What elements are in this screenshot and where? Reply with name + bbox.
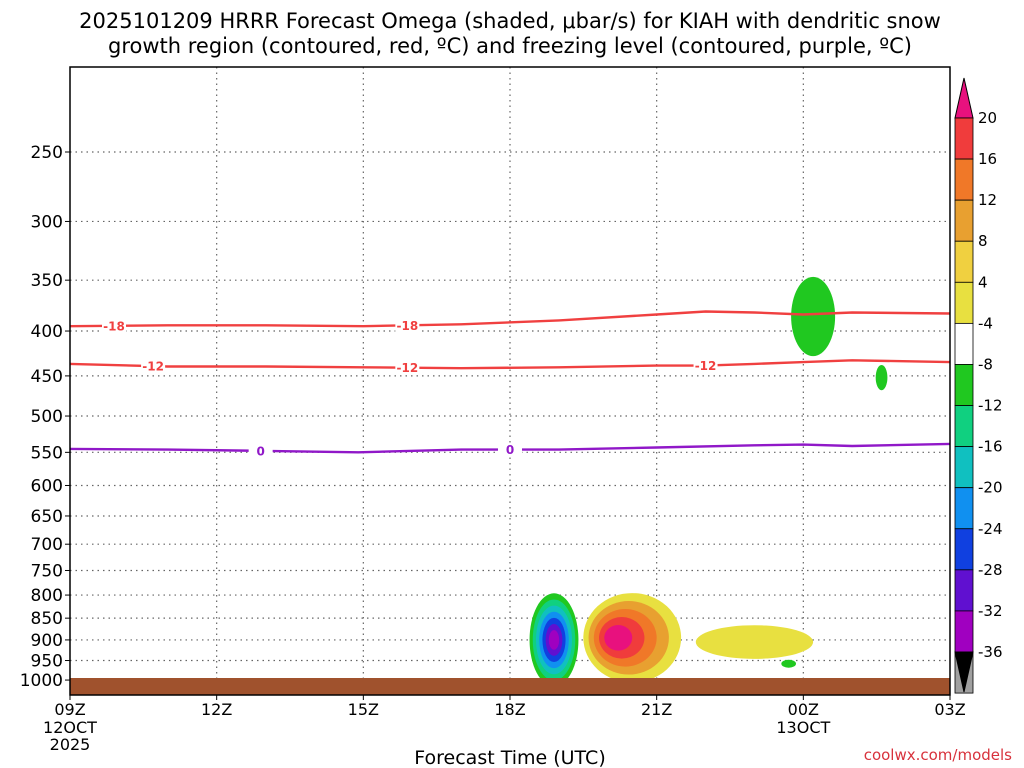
colorbar: 20 16 12 8 4 -4 -8 -12 -16 -20 -24 -28 -32 -36	[954, 77, 1003, 694]
y-tick-label: 800	[31, 586, 63, 606]
contour-lines: -18 -18 -12 -12 -12 0 0	[69, 310, 951, 458]
colorbar-swatch	[954, 487, 974, 530]
x-tick-label: 18Z	[494, 700, 525, 719]
y-tick-label: 1000	[20, 671, 63, 691]
colorbar-label: -16	[978, 438, 1003, 456]
chart-title-line-1: 2025101209 HRRR Forecast Omega (shaded, …	[79, 9, 941, 33]
colorbar-label: -24	[978, 520, 1003, 538]
credit-text: coolwx.com/models	[864, 746, 1012, 764]
y-tick-label: 750	[31, 561, 63, 581]
colorbar-label: -12	[978, 397, 1003, 415]
dgz-12-label-bg	[141, 359, 166, 374]
colorbar-swatch	[954, 240, 974, 283]
dgz-18-label: -18	[103, 319, 125, 333]
y-tick-label: 650	[31, 507, 63, 527]
colorbar-swatch	[954, 281, 974, 324]
sinking-core-20z-band	[604, 625, 633, 651]
y-tick-label: 400	[31, 322, 63, 342]
y-tick-label: 700	[31, 535, 63, 555]
colorbar-swatch	[954, 610, 974, 653]
y-tick-label: 350	[31, 271, 63, 291]
freezing-0-label-bg	[498, 442, 522, 457]
y-tick-label: 500	[31, 407, 63, 427]
colorbar-label: -32	[978, 602, 1003, 620]
y-tick-label: 550	[31, 443, 63, 463]
y-tick-label: 950	[31, 652, 63, 672]
colorbar-swatch	[954, 117, 974, 160]
colorbar-label: 20	[978, 109, 997, 127]
colorbar-label: -36	[978, 643, 1003, 661]
colorbar-swatch	[954, 528, 974, 571]
colorbar-swatch	[954, 364, 974, 406]
colorbar-swatch	[954, 446, 974, 489]
y-tick-label: 850	[31, 609, 63, 629]
dgz-12-line	[69, 359, 951, 370]
x-tick-label: 21Z	[641, 700, 672, 719]
ground-surface	[70, 678, 950, 695]
colorbar-label: -8	[978, 355, 993, 373]
sinking-green-small-band	[875, 364, 888, 391]
colorbar-swatch	[954, 158, 974, 201]
dgz-18-label: -18	[396, 319, 418, 333]
chart-title-line-2: growth region (contoured, red, ºC) and f…	[108, 34, 912, 58]
y-tick-label: 250	[31, 143, 63, 163]
colorbar-swatch	[954, 405, 974, 448]
x-tick-label: 12Z	[201, 700, 232, 719]
colorbar-swatch	[954, 569, 974, 612]
x-axis-label: Forecast Time (UTC)	[414, 747, 605, 768]
colorbar-swatch	[954, 322, 974, 365]
colorbar-label: 8	[978, 232, 988, 250]
x-tick-sublabel: 13OCT	[776, 718, 830, 737]
freezing-0-label-bg	[248, 443, 273, 458]
colorbar-label: 16	[978, 150, 997, 168]
x-tick-label: 00Z	[788, 700, 819, 719]
y-tick-label: 300	[31, 212, 63, 232]
colorbar-label: -28	[978, 561, 1003, 579]
dgz-18-label-bg	[395, 318, 420, 333]
dgz-12-label-bg	[693, 358, 718, 373]
dgz-12-label: -12	[695, 359, 717, 373]
sinking-green-low-band	[781, 659, 797, 668]
y-tick-label: 450	[31, 367, 63, 387]
x-tick-sublabel: 12OCT	[43, 718, 97, 737]
x-tick-label: 09Z	[54, 700, 85, 719]
dgz-12-label: -12	[396, 361, 418, 375]
freezing-0-label: 0	[506, 443, 514, 457]
colorbar-label: 4	[978, 273, 988, 291]
freezing-0-line	[69, 442, 951, 454]
sinking-green-upper-band	[791, 276, 836, 357]
colorbar-label: 12	[978, 191, 997, 209]
colorbar-label: -4	[978, 314, 993, 332]
colorbar-top-arrow	[954, 77, 974, 119]
y-tick-label: 600	[31, 476, 63, 496]
y-tick-label: 900	[31, 631, 63, 651]
colorbar-bottom-arrow	[954, 651, 974, 693]
dgz-12-label: -12	[142, 360, 164, 374]
x-tick-label: 15Z	[348, 700, 379, 719]
sinking-tail-22z-band	[695, 625, 814, 659]
x-tick-sublabel: 2025	[50, 735, 91, 754]
x-tick-label: 03Z	[934, 700, 965, 719]
dgz-12-label-bg	[395, 360, 420, 375]
omega-shading	[529, 276, 888, 687]
y-axis-ticks: 2503003504004505005506006507007508008509…	[20, 143, 70, 691]
colorbar-label: -20	[978, 479, 1003, 497]
rising-core-18z-band	[548, 630, 560, 650]
dgz-18-label-bg	[102, 318, 126, 333]
dgz-18-line	[69, 310, 951, 328]
colorbar-swatch	[954, 199, 974, 242]
freezing-0-label: 0	[256, 444, 264, 458]
